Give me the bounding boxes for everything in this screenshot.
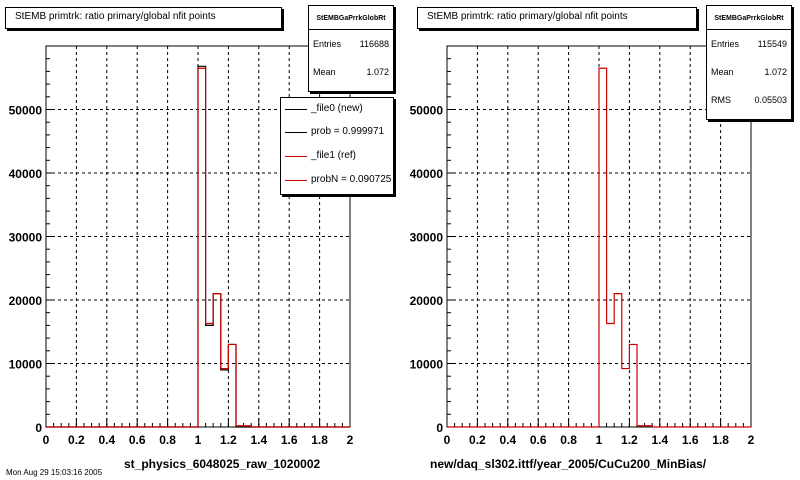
x-tick-label: 0.8 [560, 433, 577, 447]
x-tick-label: 0.6 [530, 433, 547, 447]
legend-swatch [285, 132, 307, 133]
stats-value: 116688 [359, 39, 389, 49]
stats-value: 1.072 [366, 67, 389, 77]
legend-entry: _file1 (ref) [281, 147, 393, 167]
legend-left: _file0 (new) prob = 0.999971 _file1 (ref… [280, 97, 394, 195]
y-tick-label: 40000 [410, 167, 444, 181]
x-tick-label: 1.8 [311, 433, 328, 447]
x-tick-label: 0.2 [68, 433, 85, 447]
stats-box-right: StEMBGaPrrkGlobRt Entries 115549 Mean 1.… [706, 5, 792, 120]
x-tick-label: 1.2 [621, 433, 638, 447]
histogram-series-0 [447, 67, 751, 428]
stats-row-rms: RMS 0.05503 [707, 86, 791, 114]
y-tick-label: 30000 [410, 231, 444, 245]
y-tick-label: 10000 [9, 358, 43, 372]
legend-entry: _file0 (new) [281, 100, 393, 120]
legend-swatch [285, 180, 307, 181]
x-tick-label: 0 [444, 433, 451, 447]
y-tick-label: 10000 [410, 358, 444, 372]
y-tick-label: 40000 [9, 167, 43, 181]
stats-title: StEMBGaPrrkGlobRt [309, 6, 393, 30]
legend-swatch [285, 156, 307, 157]
x-tick-label: 0.2 [469, 433, 486, 447]
stats-row-mean: Mean 1.072 [309, 58, 393, 86]
y-tick-label: 20000 [410, 294, 444, 308]
stats-row-mean: Mean 1.072 [707, 58, 791, 86]
x-tick-label: 1.8 [712, 433, 729, 447]
stats-label: RMS [711, 95, 731, 105]
stats-label: Mean [711, 67, 734, 77]
plot-title-right: StEMB primtrk: ratio primary/global nfit… [417, 7, 697, 29]
legend-label: _file0 (new) [311, 103, 363, 114]
x-tick-label: 0.6 [129, 433, 146, 447]
stats-value: 115549 [757, 39, 787, 49]
stats-label: Entries [711, 39, 740, 49]
x-tick-label: 1.6 [281, 433, 298, 447]
x-tick-label: 0.4 [499, 433, 516, 447]
legend-label: _file1 (ref) [311, 150, 357, 161]
footer-timestamp: Mon Aug 29 15:03:16 2005 [6, 468, 103, 477]
y-tick-label: 0 [35, 421, 42, 435]
x-axis-title-left: st_physics_6048025_raw_1020002 [124, 457, 321, 471]
y-tick-label: 0 [436, 421, 443, 435]
x-tick-label: 1.4 [250, 433, 267, 447]
x-tick-label: 1 [596, 433, 603, 447]
x-tick-label: 2 [347, 433, 354, 447]
legend-entry: probN = 0.090725 [281, 171, 393, 191]
x-tick-label: 0 [43, 433, 50, 447]
legend-swatch [285, 109, 307, 110]
plot-title-left: StEMB primtrk: ratio primary/global nfit… [5, 7, 282, 29]
stats-title: StEMBGaPrrkGlobRt [707, 6, 791, 30]
x-tick-label: 2 [748, 433, 755, 447]
histogram-series-1 [46, 67, 350, 428]
stats-label: Mean [313, 67, 336, 77]
stats-row-entries: Entries 115549 [707, 30, 791, 58]
x-tick-label: 1.2 [220, 433, 237, 447]
x-tick-label: 0.4 [98, 433, 115, 447]
y-tick-label: 50000 [410, 104, 444, 118]
stats-box-left: StEMBGaPrrkGlobRt Entries 116688 Mean 1.… [308, 5, 394, 92]
legend-label: prob = 0.999971 [311, 126, 385, 137]
stats-value: 1.072 [764, 67, 787, 77]
stats-label: Entries [313, 39, 342, 49]
y-tick-label: 20000 [9, 294, 43, 308]
x-tick-label: 0.8 [159, 433, 176, 447]
x-tick-label: 1.6 [682, 433, 699, 447]
legend-label: probN = 0.090725 [311, 174, 392, 185]
x-axis-title-right: new/daq_sl302.ittf/year_2005/CuCu200_Min… [430, 457, 707, 471]
stats-value: 0.05503 [754, 95, 787, 105]
y-tick-label: 30000 [9, 231, 43, 245]
x-tick-label: 1 [195, 433, 202, 447]
x-tick-label: 1.4 [651, 433, 668, 447]
legend-entry: prob = 0.999971 [281, 123, 393, 143]
y-tick-label: 50000 [9, 104, 43, 118]
stats-row-entries: Entries 116688 [309, 30, 393, 58]
